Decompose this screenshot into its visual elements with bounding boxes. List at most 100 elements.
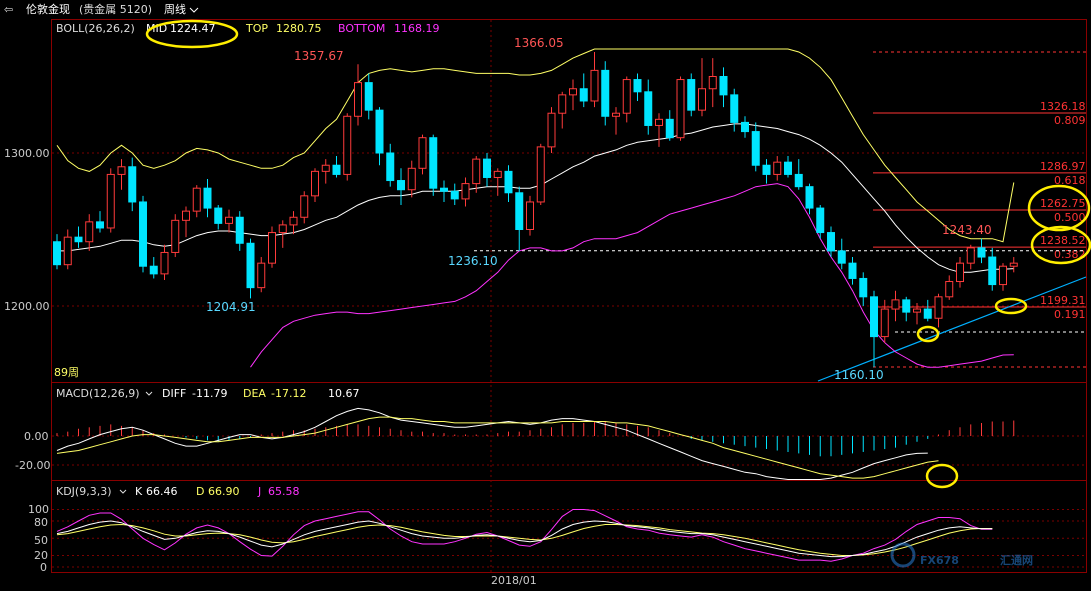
- candle-body: [407, 167, 416, 191]
- candle-body: [794, 173, 803, 188]
- candle-body: [225, 216, 233, 224]
- candle-body: [128, 166, 137, 203]
- macd-dea-label: DEA: [243, 387, 266, 400]
- highlight-ellipse: [1027, 184, 1091, 232]
- candle-body: [708, 76, 717, 90]
- fib-price-label: 1199.31: [1040, 294, 1086, 307]
- candle-body: [182, 210, 190, 221]
- candle-body: [837, 250, 846, 264]
- candle-body: [397, 180, 405, 191]
- kdj-tick-50: 50: [34, 534, 48, 547]
- boll-top-line: [56, 48, 1015, 243]
- candle-body: [644, 91, 653, 126]
- candle-body: [999, 265, 1007, 286]
- candle-body: [461, 183, 470, 200]
- candle-body: [321, 164, 330, 172]
- kdj-tick-20: 20: [34, 549, 48, 562]
- candle-body: [268, 232, 276, 264]
- period-selector[interactable]: 周线: [164, 2, 186, 16]
- candle-body: [117, 166, 126, 175]
- candle-body: [805, 186, 814, 209]
- back-icon[interactable]: ⇦: [4, 3, 13, 16]
- fib-price-label: 1326.18: [1040, 100, 1086, 113]
- candle-body: [74, 236, 83, 243]
- kdj-j-label: J: [257, 485, 261, 498]
- fib-ratio-label: 0.618: [1054, 174, 1086, 187]
- candle-body: [440, 187, 448, 192]
- kdj-d-line: [56, 523, 993, 556]
- macd-dea-line: [56, 416, 939, 479]
- candle-body: [751, 131, 760, 166]
- boll-mid-line: [57, 123, 1014, 273]
- candle-body: [375, 109, 384, 154]
- candle-body: [278, 224, 287, 234]
- support-trend-line: [817, 276, 1087, 382]
- candle-body: [590, 69, 599, 102]
- fibonacci-levels: 1326.180.809 1286.970.618 1262.750.500 1238…: [474, 51, 1087, 382]
- candle-body: [171, 219, 180, 253]
- candle-body: [784, 161, 792, 175]
- macd-legend-name: MACD(12,26,9): [56, 387, 140, 400]
- candle-body: [913, 308, 921, 313]
- highlight-ellipse: [1030, 225, 1091, 265]
- macd-chevron-icon[interactable]: [145, 391, 153, 396]
- candle-body: [418, 137, 427, 169]
- kdj-k-line: [56, 520, 993, 558]
- kdj-k-label: K: [135, 485, 143, 498]
- fib-ratio-label: 0.809: [1054, 114, 1086, 127]
- candle-body: [676, 79, 685, 139]
- highlight-ellipse: [916, 325, 940, 343]
- macd-dea-value: -17.12: [271, 387, 306, 400]
- boll-top-label: TOP: [245, 22, 268, 35]
- candle-body: [891, 299, 900, 310]
- candle-body: [483, 158, 491, 178]
- candle-body: [870, 296, 878, 338]
- candle-body: [332, 164, 341, 175]
- candle-body: [773, 161, 782, 175]
- candle-body: [977, 247, 986, 258]
- candle-body: [536, 146, 545, 203]
- candle-body: [665, 118, 674, 139]
- symbol-detail: (贵金属 5120): [79, 2, 152, 16]
- kdj-panel-frame: [51, 480, 1087, 573]
- candle-body: [214, 207, 223, 224]
- candle-body: [719, 76, 728, 96]
- candle-body: [160, 251, 169, 275]
- price-annotation: 1366.05: [514, 36, 564, 50]
- candle-body: [257, 262, 266, 289]
- candle-body: [1009, 262, 1018, 267]
- watermark-logo: FX678 汇通网: [890, 542, 1033, 568]
- fib-ratio-label: 0.382: [1054, 248, 1086, 261]
- candle-body: [579, 88, 588, 102]
- candle-body: [730, 94, 739, 123]
- price-annotation: 1160.10: [834, 368, 884, 382]
- candle-body: [289, 216, 298, 226]
- kdj-j-value: 65.58: [268, 485, 300, 498]
- candle-body: [96, 221, 104, 229]
- candle-body: [622, 79, 631, 114]
- price-annotation: 1357.67: [294, 49, 344, 63]
- candlesticks: [53, 52, 1018, 368]
- candle-body: [493, 170, 502, 178]
- price-annotation: 1236.10: [448, 254, 498, 268]
- candle-body: [880, 308, 889, 338]
- candle-body: [235, 216, 244, 244]
- kdj-chevron-icon[interactable]: [119, 489, 127, 494]
- macd-diff-line: [56, 407, 928, 480]
- fib-ratio-label: 0.500: [1054, 211, 1086, 224]
- candle-body: [848, 262, 857, 279]
- kdj-k-value: 66.46: [146, 485, 178, 498]
- candle-body: [902, 299, 911, 313]
- macd-tick-neg20: -20.00: [15, 459, 50, 472]
- fib-price-label: 1238.52: [1040, 234, 1086, 247]
- candle-body: [472, 158, 481, 185]
- candle-body: [934, 296, 943, 319]
- candle-body: [601, 69, 610, 117]
- candle-body: [246, 242, 255, 289]
- candle-body: [53, 241, 61, 266]
- period-chevron-down-icon[interactable]: [189, 7, 199, 13]
- kdj-tick-80: 80: [34, 516, 48, 529]
- candle-body: [633, 79, 642, 93]
- header-bar: [0, 0, 1091, 18]
- mid-highlight-ellipse: [145, 19, 239, 49]
